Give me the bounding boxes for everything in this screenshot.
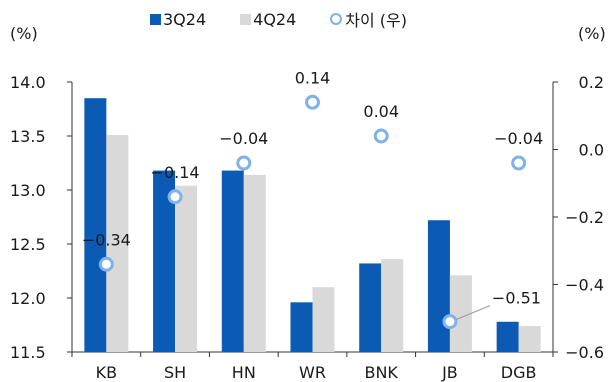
bar-3q24-kb	[84, 98, 107, 352]
legend-swatch-4q24	[240, 13, 252, 25]
diff-marker-bnk	[373, 128, 389, 144]
diff-marker-kb	[98, 256, 114, 272]
legend-item-3q24: 3Q24	[150, 10, 206, 29]
diff-label-wr: 0.14	[295, 68, 331, 87]
legend-swatch-3q24	[150, 13, 161, 25]
diff-label-bnk: 0.04	[363, 102, 399, 121]
bar-4q24-sh	[175, 185, 198, 352]
diff-marker-wr	[305, 94, 320, 110]
x-tick-label-kb: KB	[96, 363, 117, 382]
bar-4q24-kb	[106, 134, 129, 352]
left-tick-label-1: 12.0	[10, 289, 46, 308]
bar-4q24-wr	[312, 287, 335, 352]
x-tick-label-jb: JB	[441, 363, 458, 382]
legend-label-4q24: 4Q24	[253, 9, 297, 29]
bar-4q24-hn	[243, 174, 266, 352]
diff-marker-dgb	[511, 155, 527, 171]
right-tick-label-3: 0.0	[579, 141, 604, 160]
right-tick-label-0: −0.6	[565, 343, 604, 362]
x-tick-label-dgb: DGB	[501, 363, 537, 382]
right-tick-label-4: 0.2	[579, 73, 604, 92]
legend: 3Q24 4Q24 차이 (우)	[150, 8, 441, 30]
diff-label-kb: −0.34	[82, 230, 131, 249]
diff-label-jb: −0.51	[492, 289, 541, 308]
diff-leader-line-jb	[455, 305, 491, 321]
bar-3q24-dgb	[496, 321, 519, 352]
legend-label-3q24: 3Q24	[163, 9, 207, 29]
bar-4q24-bnk	[381, 259, 404, 352]
diff-marker-hn	[236, 155, 252, 171]
diff-label-sh: −0.14	[151, 163, 200, 182]
left-tick-label-5: 14.0	[10, 73, 46, 92]
bar-4q24-jb	[449, 275, 472, 352]
bar-3q24-jb	[427, 220, 450, 352]
x-tick-label-bnk: BNK	[364, 363, 398, 382]
bar-3q24-hn	[221, 170, 244, 352]
diff-marker-sh	[167, 189, 183, 205]
x-tick-label-sh: SH	[164, 363, 186, 382]
diff-label-hn: −0.04	[219, 129, 268, 148]
legend-item-diff: 차이 (우)	[330, 7, 407, 31]
bar-4q24-dgb	[518, 326, 541, 352]
right-tick-label-2: −0.2	[565, 208, 604, 227]
x-tick-label-wr: WR	[299, 363, 326, 382]
legend-marker-diff	[330, 13, 343, 25]
x-tick-label-hn: HN	[232, 363, 256, 382]
legend-item-4q24: 4Q24	[240, 10, 296, 29]
bar-3q24-bnk	[359, 263, 382, 352]
left-tick-label-2: 12.5	[10, 235, 46, 254]
bar-3q24-sh	[153, 170, 176, 352]
diff-marker-jb	[442, 314, 458, 330]
legend-label-diff: 차이 (우)	[345, 11, 408, 30]
diff-label-dgb: −0.04	[494, 129, 543, 148]
left-tick-label-0: 11.5	[10, 343, 46, 362]
right-axis-unit: (%)	[578, 24, 606, 43]
left-tick-label-4: 13.5	[10, 127, 46, 146]
right-tick-label-1: −0.4	[565, 276, 604, 295]
left-axis-unit: (%)	[10, 24, 38, 43]
bar-3q24-wr	[290, 302, 313, 352]
left-tick-label-3: 13.0	[10, 181, 46, 200]
